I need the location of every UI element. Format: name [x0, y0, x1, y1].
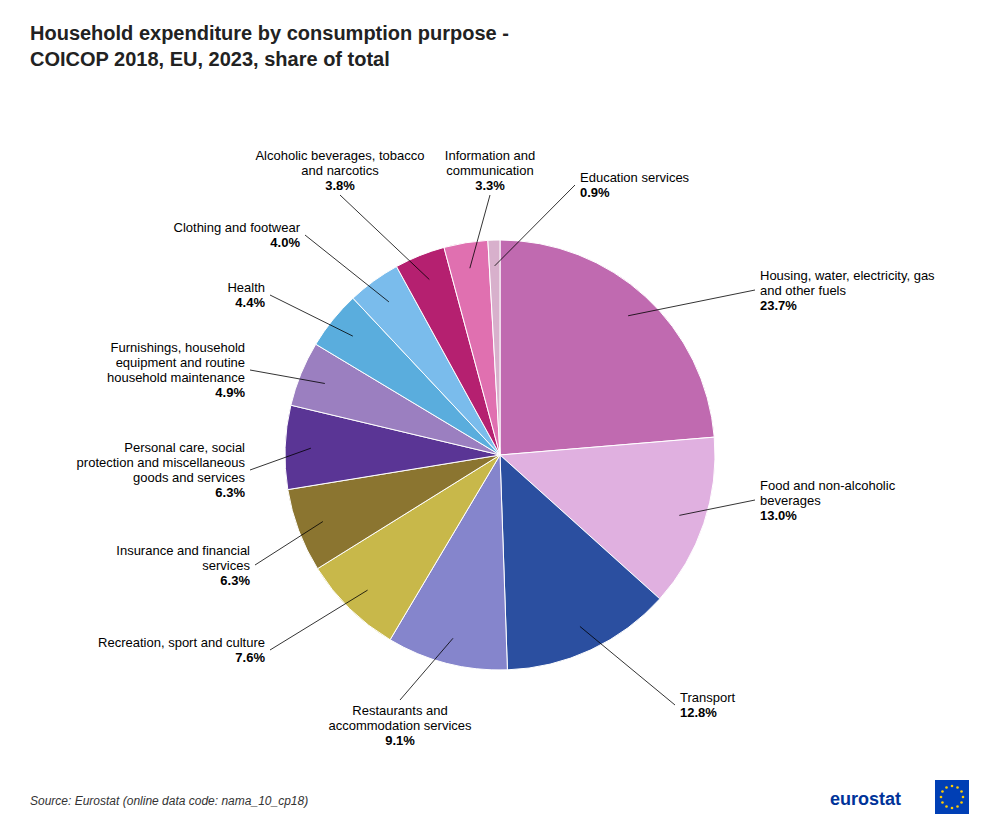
logo-star — [940, 796, 943, 799]
leader-line — [250, 370, 325, 383]
logo-star — [941, 801, 944, 804]
leader-line — [495, 185, 575, 266]
category-label-line: Transport — [680, 690, 736, 705]
category-label-line: services — [202, 558, 250, 573]
data-label: 6.3% — [220, 573, 250, 588]
category-label-line: Housing, water, electricity, gas — [760, 268, 935, 283]
category-label-line: beverages — [760, 493, 821, 508]
logo-square — [935, 780, 969, 814]
leader-line — [679, 500, 755, 515]
data-label: 12.8% — [680, 705, 717, 720]
logo-star — [941, 790, 944, 793]
source-note: Source: Eurostat (online data code: nama… — [30, 794, 308, 808]
logo-star — [962, 796, 965, 799]
data-label: 23.7% — [760, 298, 797, 313]
leader-lines — [250, 185, 755, 705]
category-label-line: Restaurants and — [352, 703, 447, 718]
branding: eurostat — [830, 789, 901, 809]
leader-line — [628, 290, 755, 316]
data-label: 13.0% — [760, 508, 797, 523]
category-label-line: communication — [446, 163, 533, 178]
data-label: 7.6% — [235, 650, 265, 665]
data-label: 4.9% — [215, 385, 245, 400]
logo-star — [951, 785, 954, 788]
data-label: 4.4% — [235, 295, 265, 310]
logo-star — [945, 805, 948, 808]
category-label-line: Food and non-alcoholic — [760, 478, 896, 493]
category-label-line: Personal care, social — [124, 440, 245, 455]
leader-line — [580, 626, 675, 705]
title-line: COICOP 2018, EU, 2023, share of total — [30, 48, 390, 70]
leader-line — [400, 638, 453, 700]
category-label-line: accommodation services — [328, 718, 472, 733]
category-label: Clothing and footwear — [174, 220, 301, 235]
leader-line — [470, 195, 490, 268]
category-label-line: Health — [227, 280, 265, 295]
logo-star — [960, 801, 963, 804]
category-label: Food and non-alcoholicbeverages — [760, 478, 896, 508]
leader-line — [340, 195, 429, 280]
category-label: Recreation, sport and culture — [98, 635, 265, 650]
leader-line — [255, 522, 323, 565]
category-label-line: Alcoholic beverages, tobacco — [255, 148, 424, 163]
category-label-line: Furnishings, household — [111, 340, 245, 355]
logo-star — [960, 790, 963, 793]
slice — [500, 455, 660, 670]
leader-line — [250, 448, 311, 470]
logo-star — [956, 786, 959, 789]
category-label: Furnishings, householdequipment and rout… — [107, 340, 245, 385]
logo — [935, 780, 969, 814]
category-label: Information andcommunication — [445, 148, 535, 178]
category-label-line: Education services — [580, 170, 690, 185]
category-label-line: equipment and routine — [116, 355, 245, 370]
category-label-line: Information and — [445, 148, 535, 163]
leader-line — [305, 235, 389, 302]
logo-star — [945, 786, 948, 789]
category-label-line: goods and services — [133, 470, 246, 485]
data-label: 6.3% — [215, 485, 245, 500]
data-label: 3.3% — [475, 178, 505, 193]
category-label-line: and narcotics — [301, 163, 379, 178]
slice — [500, 240, 714, 455]
logo-star — [951, 807, 954, 810]
slice — [488, 240, 500, 455]
data-label: 9.1% — [385, 733, 415, 748]
category-label: Health — [227, 280, 265, 295]
category-label: Alcoholic beverages, tobaccoand narcotic… — [255, 148, 424, 178]
category-label: Restaurants andaccommodation services — [328, 703, 472, 733]
category-label-line: Recreation, sport and culture — [98, 635, 265, 650]
data-label: 4.0% — [270, 235, 300, 250]
slice — [444, 240, 500, 455]
category-label: Housing, water, electricity, gasand othe… — [760, 268, 935, 298]
leader-line — [270, 590, 368, 650]
category-label: Education services — [580, 170, 690, 185]
category-label-line: and other fuels — [760, 283, 847, 298]
leader-line — [270, 295, 353, 336]
category-label-line: Clothing and footwear — [174, 220, 301, 235]
category-label-line: protection and miscellaneous — [77, 455, 246, 470]
slices — [285, 240, 715, 670]
labels: Housing, water, electricity, gasand othe… — [77, 148, 936, 748]
data-label: 3.8% — [325, 178, 355, 193]
category-label-line: household maintenance — [107, 370, 245, 385]
background — [0, 0, 1000, 826]
category-label: Personal care, socialprotection and misc… — [77, 440, 246, 485]
category-label-line: Insurance and financial — [116, 543, 250, 558]
title: Household expenditure by consumption pur… — [30, 22, 509, 70]
chart: Household expenditure by consumption pur… — [0, 0, 1000, 826]
category-label: Transport — [680, 690, 736, 705]
category-label: Insurance and financialservices — [116, 543, 250, 573]
data-label: 0.9% — [580, 185, 610, 200]
logo-star — [956, 805, 959, 808]
title-line: Household expenditure by consumption pur… — [30, 22, 509, 44]
